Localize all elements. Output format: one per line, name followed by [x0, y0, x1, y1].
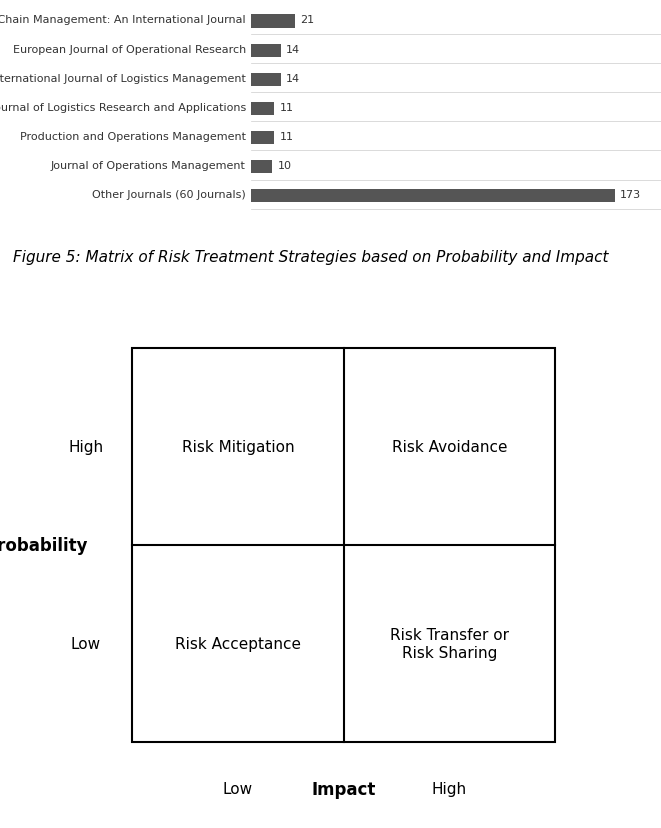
Text: Risk Transfer or
Risk Sharing: Risk Transfer or Risk Sharing	[390, 628, 509, 660]
Text: Production and Operations Management: Production and Operations Management	[20, 132, 246, 142]
Text: 21: 21	[301, 16, 315, 26]
Text: International Journal of Logistics Research and Applications: International Journal of Logistics Resea…	[0, 103, 246, 113]
Bar	[251, 74, 281, 87]
Text: 10: 10	[278, 161, 292, 171]
Text: Probability: Probability	[0, 537, 88, 555]
Text: 11: 11	[280, 103, 293, 113]
Text: European Journal of Operational Research: European Journal of Operational Research	[13, 45, 246, 55]
Text: Risk Acceptance: Risk Acceptance	[175, 636, 301, 651]
Text: 14: 14	[286, 45, 300, 55]
Bar	[251, 16, 295, 28]
Bar	[251, 103, 274, 116]
Text: 14: 14	[286, 74, 300, 84]
Text: Figure 5: Matrix of Risk Treatment Strategies based on Probability and Impact: Figure 5: Matrix of Risk Treatment Strat…	[13, 250, 609, 265]
Text: Low: Low	[71, 636, 101, 651]
Text: Risk Avoidance: Risk Avoidance	[392, 440, 507, 455]
Text: Impact: Impact	[311, 780, 376, 797]
Bar	[251, 132, 274, 145]
Text: 11: 11	[280, 132, 293, 142]
Text: The International Journal of Logistics Management: The International Journal of Logistics M…	[0, 74, 246, 84]
Text: Journal of Operations Management: Journal of Operations Management	[51, 161, 246, 171]
Text: Other Journals (60 Journals): Other Journals (60 Journals)	[92, 190, 246, 200]
Text: Supply Chain Management: An International Journal: Supply Chain Management: An Internationa…	[0, 16, 246, 26]
Bar	[251, 161, 272, 174]
Text: Risk Mitigation: Risk Mitigation	[182, 440, 294, 455]
Text: Low: Low	[223, 782, 253, 797]
Bar	[251, 190, 615, 203]
Text: High: High	[432, 782, 467, 797]
Bar	[251, 45, 281, 58]
Bar	[132, 349, 555, 742]
Text: 173: 173	[620, 190, 641, 200]
Text: High: High	[68, 440, 104, 455]
